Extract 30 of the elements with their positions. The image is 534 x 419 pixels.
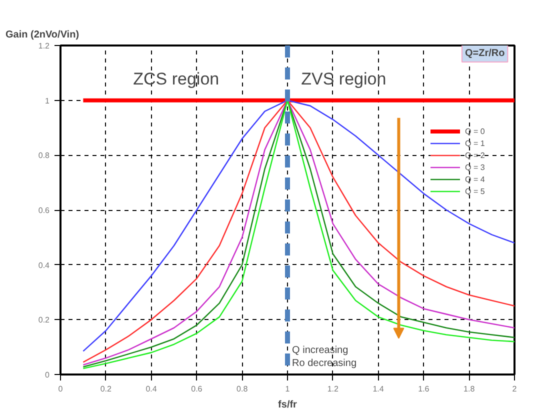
y-tick-label: 1 [45, 96, 50, 106]
legend-label: Q = 2 [465, 150, 485, 160]
x-tick-label: 1.8 [464, 384, 476, 394]
x-tick-label: 0 [58, 384, 64, 394]
x-tick-label: 1 [285, 384, 290, 394]
y-tick-label: 0.6 [38, 206, 50, 215]
y-tick-label: 0 [45, 370, 50, 380]
y-tick-label: 0.8 [38, 151, 50, 160]
x-tick-label: 0.8 [236, 384, 248, 394]
x-tick-label: 0.6 [191, 384, 203, 394]
legend-label: Q = 4 [465, 174, 485, 184]
x-tick-label: 1.2 [327, 384, 340, 394]
x-tick-label: 0.2 [100, 384, 112, 394]
y-tick-label: 0.2 [38, 316, 50, 325]
x-tick-label: 1.6 [418, 384, 430, 394]
annotation: ZVS region [301, 69, 386, 88]
x-tick-label: 2 [512, 384, 518, 394]
legend-label: Q = 0 [465, 126, 485, 136]
x-axis-title: fs/fr [278, 400, 298, 410]
legend-label: Q = 5 [465, 186, 485, 196]
annotation: Q=Zr/Ro [464, 48, 505, 59]
y-tick-label: 1.2 [38, 42, 50, 50]
x-tick-label: 1.4 [372, 384, 384, 394]
legend-label: Q = 3 [465, 162, 485, 172]
annotation: ZCS region [133, 69, 220, 88]
legend-label: Q = 1 [465, 138, 485, 148]
y-axis-title: Gain (2nVo/Vin) [6, 30, 80, 40]
y-tick-label: 0.4 [38, 260, 50, 270]
annotation: Q increasing Ro decreasing [292, 344, 357, 370]
x-tick-label: 0.4 [146, 384, 158, 394]
